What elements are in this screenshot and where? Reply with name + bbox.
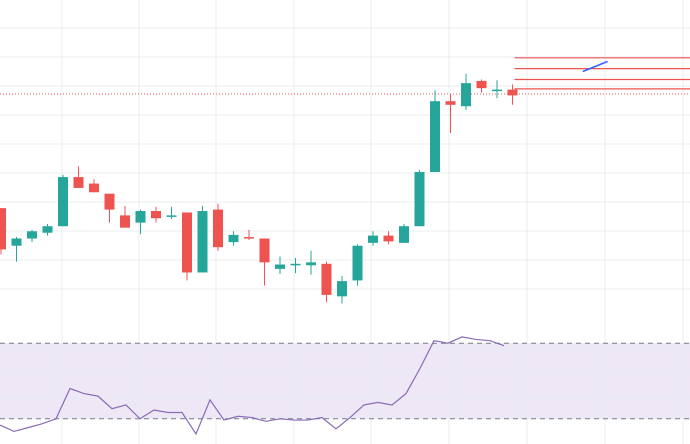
candle-body bbox=[507, 89, 518, 96]
candle-body bbox=[197, 211, 208, 273]
candle-body bbox=[11, 238, 22, 246]
candle-body bbox=[151, 211, 161, 219]
oscillator-band bbox=[0, 343, 690, 419]
candle-body bbox=[321, 263, 332, 295]
candle-body bbox=[461, 83, 471, 107]
level-lines bbox=[514, 57, 690, 90]
candle-body bbox=[259, 238, 270, 263]
candle-body bbox=[104, 193, 115, 210]
candle-body bbox=[27, 231, 37, 239]
candle-body bbox=[182, 212, 192, 273]
candle-body bbox=[244, 237, 254, 239]
candle-body bbox=[352, 245, 363, 281]
candle-body bbox=[414, 172, 425, 227]
candle-body bbox=[213, 209, 223, 248]
candle-body bbox=[337, 281, 347, 297]
candle-body bbox=[368, 235, 378, 243]
oscillator-line bbox=[0, 336, 505, 436]
candle-body bbox=[290, 263, 301, 266]
candle-body bbox=[492, 89, 502, 92]
candle-body bbox=[445, 101, 456, 105]
candle-body bbox=[0, 208, 6, 250]
candle-body bbox=[275, 264, 285, 269]
candle-body bbox=[430, 101, 440, 173]
candle-body bbox=[228, 234, 239, 243]
candle-body bbox=[73, 177, 84, 188]
trend-line bbox=[582, 60, 608, 73]
candle-body bbox=[306, 262, 316, 266]
candle-body bbox=[58, 177, 68, 227]
candle-body bbox=[399, 226, 409, 243]
candle-body bbox=[89, 183, 99, 193]
candle-body bbox=[383, 235, 394, 242]
candle-body bbox=[42, 226, 53, 233]
candles bbox=[0, 73, 518, 304]
candle-body bbox=[476, 80, 487, 89]
candle-body bbox=[120, 215, 130, 228]
candle-body bbox=[135, 211, 146, 223]
candle-body bbox=[166, 215, 177, 217]
